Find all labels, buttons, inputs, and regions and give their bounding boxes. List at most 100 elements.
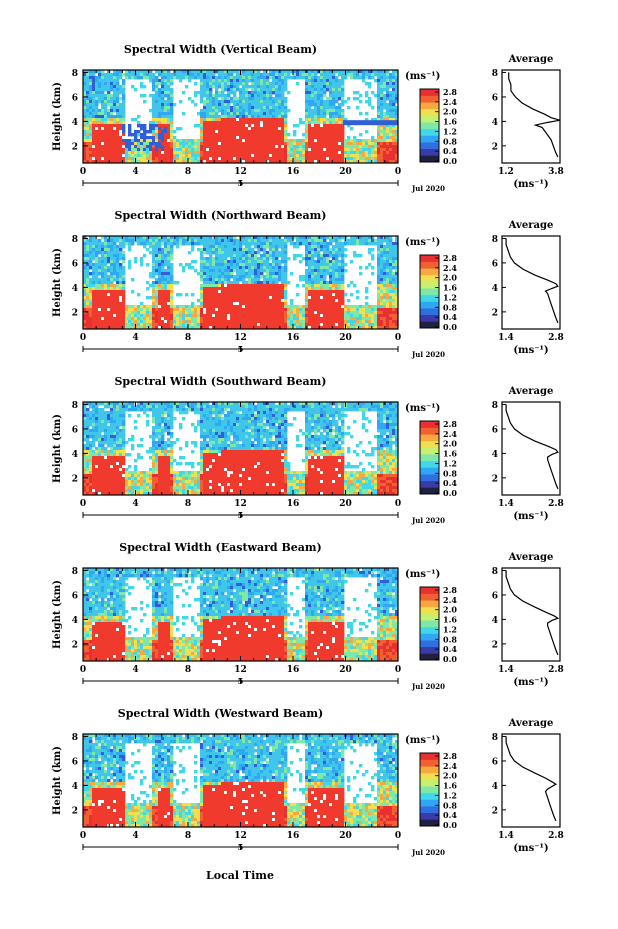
y-tick-label: 8 [72, 401, 78, 411]
profile-unit: (ms⁻¹) [513, 179, 548, 190]
profile-x-tick-label: 1.4 [498, 333, 514, 343]
colorbar-swatch [420, 421, 439, 428]
x-tick-label: 0 [395, 831, 401, 841]
colorbar-tick-label: 2.8 [443, 87, 457, 97]
colorbar-swatch [420, 261, 439, 269]
heatmap-field [83, 568, 399, 662]
heatmap-field [83, 402, 399, 496]
colorbar-swatch [420, 447, 439, 455]
profile-title: Average [508, 386, 554, 397]
profile-y-tick-label: 8 [492, 69, 498, 79]
profile-y-tick-label: 2 [492, 308, 498, 318]
colorbar-swatch [420, 294, 439, 302]
colorbar-tick-label: 2.4 [443, 429, 457, 439]
colorbar-tick-label: 1.2 [443, 790, 457, 800]
profile-frame [501, 235, 561, 330]
y-axis-label: Height (km) [52, 248, 63, 317]
profile-unit: (ms⁻¹) [513, 677, 548, 688]
colorbar-tick-label: 2.4 [443, 263, 457, 273]
colorbar-tick-label: 2.8 [443, 419, 457, 429]
profile-title: Average [508, 718, 554, 729]
profile-x-tick-label: 1.4 [498, 499, 514, 509]
x-tick-label: 0 [80, 665, 86, 675]
colorbar-unit: (ms⁻¹) [405, 735, 440, 746]
profile-frame [501, 733, 561, 828]
colorbar-swatch [420, 799, 439, 807]
colorbar-tick-label: 0.4 [443, 810, 457, 820]
colorbar-swatch [420, 128, 439, 136]
y-tick-label: 2 [72, 640, 78, 650]
colorbar-swatch [420, 606, 439, 614]
y-axis-label: Height (km) [52, 580, 63, 649]
panel-title: Spectral Width (Eastward Beam) [119, 541, 321, 554]
date-label: Jul 2020 [411, 682, 445, 691]
y-tick-label: 2 [72, 474, 78, 484]
y-tick-label: 8 [72, 733, 78, 743]
x-tick-label: 0 [80, 499, 86, 509]
y-tick-label: 2 [72, 308, 78, 318]
profile-y-tick-label: 4 [492, 782, 498, 792]
colorbar-frame [419, 752, 440, 827]
profile-line [505, 570, 560, 656]
x-tick-label: 8 [185, 499, 191, 509]
profile-y-tick-label: 4 [492, 284, 498, 294]
y-tick-label: 6 [72, 93, 78, 103]
x-tick-label: 16 [287, 167, 300, 177]
colorbar-swatch [420, 314, 439, 322]
profile-x-tick-label: 2.8 [548, 665, 564, 675]
x-tick-label: 8 [185, 167, 191, 177]
profile-line [505, 736, 558, 822]
colorbar-frame [419, 88, 440, 163]
colorbar-swatch [420, 806, 439, 814]
panel-title: Spectral Width (Westward Beam) [118, 707, 323, 720]
x-tick-label: 4 [132, 333, 138, 343]
colorbar-unit: (ms⁻¹) [405, 569, 440, 580]
x-tick-label: 8 [185, 333, 191, 343]
profile-y-tick-label: 4 [492, 616, 498, 626]
colorbar-swatch [420, 759, 439, 767]
colorbar-swatch [420, 108, 439, 116]
colorbar-swatch [420, 593, 439, 601]
colorbar-tick-label: 1.2 [443, 624, 457, 634]
colorbar-frame [419, 420, 440, 495]
y-tick-label: 8 [72, 235, 78, 245]
colorbar-tick-label: 0.0 [443, 820, 457, 830]
colorbar-tick-label: 0.4 [443, 146, 457, 156]
colorbar-swatch [420, 474, 439, 482]
colorbar-swatch [420, 633, 439, 641]
colorbar-swatch [420, 653, 439, 661]
colorbar-swatch [420, 779, 439, 787]
colorbar-swatch [420, 454, 439, 462]
profile-y-tick-label: 8 [492, 733, 498, 743]
date-tick-label: 5 [238, 178, 244, 188]
colorbar-tick-label: 2.4 [443, 595, 457, 605]
profile-title: Average [508, 54, 554, 65]
profile-y-tick-label: 2 [492, 806, 498, 816]
y-tick-label: 2 [72, 142, 78, 152]
colorbar-tick-label: 0.8 [443, 302, 457, 312]
x-tick-label: 4 [132, 665, 138, 675]
x-tick-label: 20 [339, 665, 352, 675]
colorbar-swatch [420, 301, 439, 309]
colorbar-swatch [420, 467, 439, 475]
x-tick-label: 12 [234, 167, 247, 177]
y-tick-label: 8 [72, 69, 78, 79]
date-tick-label: 5 [238, 344, 244, 354]
colorbar-unit: (ms⁻¹) [405, 71, 440, 82]
colorbar-swatch [420, 255, 439, 262]
colorbar-swatch [420, 753, 439, 760]
date-label: Jul 2020 [411, 350, 445, 359]
colorbar-swatch [420, 102, 439, 110]
x-tick-label: 16 [287, 499, 300, 509]
profile-title: Average [508, 220, 554, 231]
colorbar-tick-label: 1.2 [443, 292, 457, 302]
y-tick-label: 6 [72, 591, 78, 601]
x-tick-label: 20 [339, 831, 352, 841]
panel-title: Spectral Width (Northward Beam) [115, 209, 327, 222]
x-tick-label: 4 [132, 167, 138, 177]
y-tick-label: 4 [72, 616, 78, 626]
colorbar-swatch [420, 434, 439, 442]
profile-y-tick-label: 8 [492, 567, 498, 577]
colorbar-swatch [420, 812, 439, 820]
